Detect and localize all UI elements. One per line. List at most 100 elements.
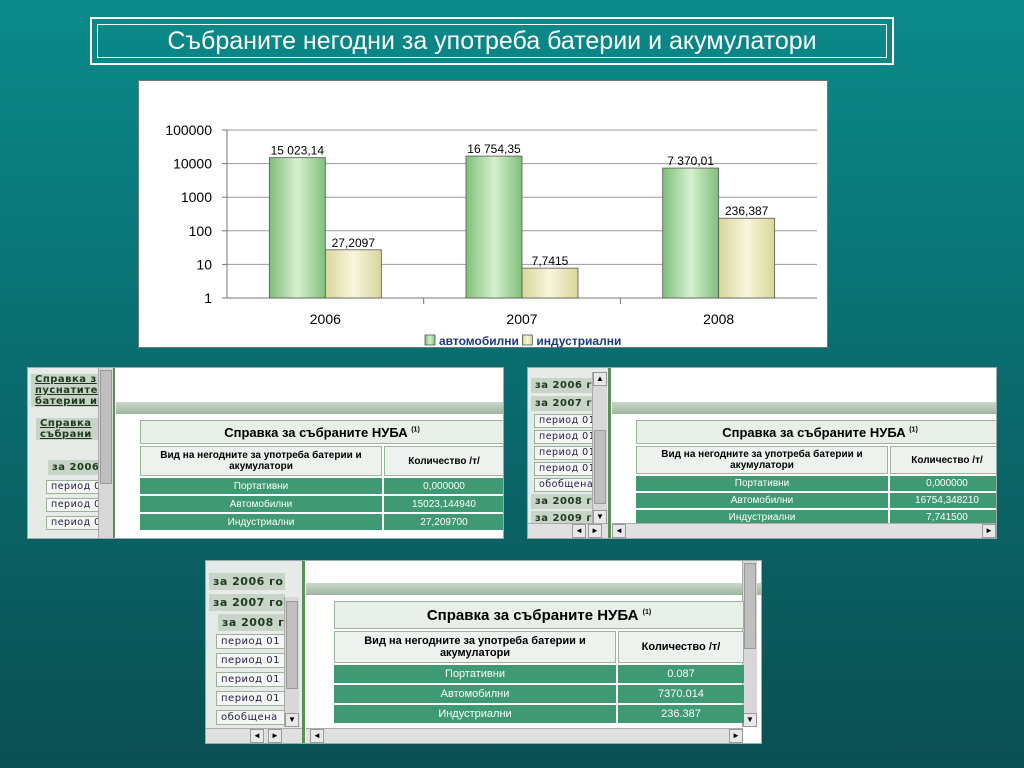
nav-item[interactable]: за 2006 го (209, 573, 285, 590)
bar-industrialni (718, 217, 776, 299)
nav-item[interactable]: обобщена (534, 478, 594, 492)
nav-item[interactable]: период 01 (534, 430, 594, 444)
report-content: Справка за събраните НУБА (1) Вид на нег… (612, 368, 996, 538)
row-type: Портативни (140, 478, 382, 494)
nav-scroll-thumb[interactable] (100, 370, 112, 484)
y-tick-label: 1 (204, 290, 212, 306)
nav-scrollbar[interactable] (98, 368, 113, 538)
x-tick-label: 2007 (506, 311, 537, 327)
bar-avtomobilni (465, 155, 523, 299)
table-row: Индустриални 7,741500 (636, 510, 996, 525)
content-scroll-thumb[interactable] (744, 563, 756, 649)
scroll-right-arrow[interactable]: ► (729, 729, 743, 743)
table-row: Портативни 0.087 (334, 665, 744, 683)
nav-item[interactable]: за 2006 го (531, 378, 595, 393)
x-tick-label: 2008 (703, 311, 734, 327)
data-label: 7 370,01 (667, 154, 714, 168)
scroll-right-arrow[interactable]: ► (588, 524, 602, 538)
screenshot-panel-3: за 2006 го за 2007 го за 2008 г период 0… (205, 560, 762, 744)
report-table: Справка за събраните НУБА (1) Вид на нег… (634, 418, 996, 527)
nav-hscrollbar[interactable]: ◄ ► (528, 523, 608, 538)
y-tick-label: 10000 (173, 156, 212, 172)
row-qty: 27,209700 (384, 514, 503, 530)
nav-item[interactable]: Справка събрани (36, 418, 104, 440)
table-row: Автомобилни 7370.014 (334, 685, 744, 703)
report-title: Справка за събраните НУБА (1) (140, 420, 503, 444)
scroll-left-arrow[interactable]: ◄ (612, 524, 626, 538)
nav-item[interactable]: обобщена (216, 710, 286, 725)
nav-item[interactable]: за 2007 го (209, 594, 285, 611)
nav-item[interactable]: Справка з пуснатите батерии и а (31, 374, 105, 407)
y-tick-label: 100 (189, 223, 213, 239)
report-title: Справка за събраните НУБА (1) (636, 420, 996, 444)
nav-scroll-thumb[interactable] (594, 430, 606, 504)
col-qty-header: Количество /т/ (618, 631, 744, 663)
slide-title: Събраните негодни за употреба батерии и … (167, 26, 817, 55)
row-type: Автомобилни (334, 685, 616, 703)
header-band (612, 402, 996, 414)
nav-item[interactable]: период 01 (216, 672, 286, 687)
x-tick-label: 2006 (310, 311, 341, 327)
row-type: Портативни (636, 476, 888, 491)
nav-item[interactable]: за 2008 г (218, 614, 286, 631)
bar-industrialni (521, 267, 579, 299)
row-type: Автомобилни (636, 493, 888, 508)
screenshot-panel-1: Справка з пуснатите батерии и а Справка … (27, 367, 504, 539)
nav-item[interactable]: период 01 (534, 414, 594, 428)
row-qty: 16754,348210 (890, 493, 996, 508)
row-type: Индустриални (334, 705, 616, 723)
table-row: Портативни 0,000000 (636, 476, 996, 491)
nav-item[interactable]: период 01 (216, 691, 286, 706)
row-type: Портативни (334, 665, 616, 683)
scroll-left-arrow[interactable]: ◄ (310, 729, 324, 743)
content-hscrollbar[interactable]: ◄ ► (612, 523, 996, 538)
report-table: Справка за събраните НУБА (1) Вид на нег… (138, 418, 503, 532)
nav-item[interactable]: период 0 (46, 498, 102, 512)
data-label: 16 754,35 (467, 142, 521, 156)
nav-item[interactable]: период 0 (46, 516, 102, 530)
nav-item[interactable]: период 01 (534, 462, 594, 476)
scroll-down-arrow[interactable]: ▼ (593, 510, 607, 524)
bar-avtomobilni (268, 157, 326, 299)
nav-item[interactable]: период 01 (216, 653, 286, 668)
col-type-header: Вид на негодните за употреба батерии и а… (140, 446, 382, 476)
report-title: Справка за събраните НУБА (1) (334, 601, 744, 629)
row-qty: 0,000000 (890, 476, 996, 491)
scroll-left-arrow[interactable]: ◄ (572, 524, 586, 538)
nav-scroll-thumb[interactable] (286, 601, 298, 689)
scroll-left-arrow[interactable]: ◄ (250, 729, 264, 743)
report-content: ▼ Справка за събраните НУБА (1) Вид на н… (306, 561, 761, 743)
chart-svg: 1 10 100 1000 10000 100000 2006 15 023,14 27,209… (165, 122, 817, 348)
scroll-right-arrow[interactable]: ► (268, 729, 282, 743)
row-qty: 0.087 (618, 665, 744, 683)
content-hscrollbar[interactable]: ◄ ► (306, 728, 743, 743)
report-table: Справка за събраните НУБА (1) Вид на нег… (332, 599, 746, 725)
nav-item[interactable]: за 2009 го (531, 511, 595, 526)
nav-item[interactable]: период 01 (216, 634, 286, 649)
bar-industrialni (324, 249, 382, 299)
legend-label: автомобилни (439, 334, 519, 348)
col-qty-header: Количество /т/ (384, 446, 503, 476)
scroll-down-arrow[interactable]: ▼ (285, 713, 299, 727)
nav-item[interactable]: за 2008 го (531, 494, 595, 509)
nav-item[interactable]: период 0 (46, 480, 102, 494)
row-type: Автомобилни (140, 496, 382, 512)
row-qty: 7,741500 (890, 510, 996, 525)
row-type: Индустриални (140, 514, 382, 530)
nav-scrollbar[interactable]: ▲ ▼ (592, 372, 607, 524)
nav-scrollbar[interactable]: ▼ (284, 597, 299, 727)
y-tick-label: 100000 (165, 122, 212, 138)
screenshot-panel-2: за 2006 го за 2007 го период 01 период 0… (527, 367, 997, 539)
scroll-up-arrow[interactable]: ▲ (593, 372, 607, 386)
nav-hscrollbar[interactable]: ◄ ► (206, 728, 302, 743)
nav-item[interactable]: за 2006 (48, 460, 104, 475)
nav-item[interactable]: период 01 (534, 446, 594, 460)
nav-item[interactable]: за 2007 го (531, 396, 595, 411)
table-row: Индустриални 27,209700 (140, 514, 503, 530)
header-band (116, 402, 503, 414)
data-label: 7,7415 (532, 254, 569, 268)
header-band (306, 583, 761, 595)
slide-title-frame: Събраните негодни за употреба батерии и … (90, 17, 894, 65)
scroll-right-arrow[interactable]: ► (982, 524, 996, 538)
table-row: Индустриални 236.387 (334, 705, 744, 723)
